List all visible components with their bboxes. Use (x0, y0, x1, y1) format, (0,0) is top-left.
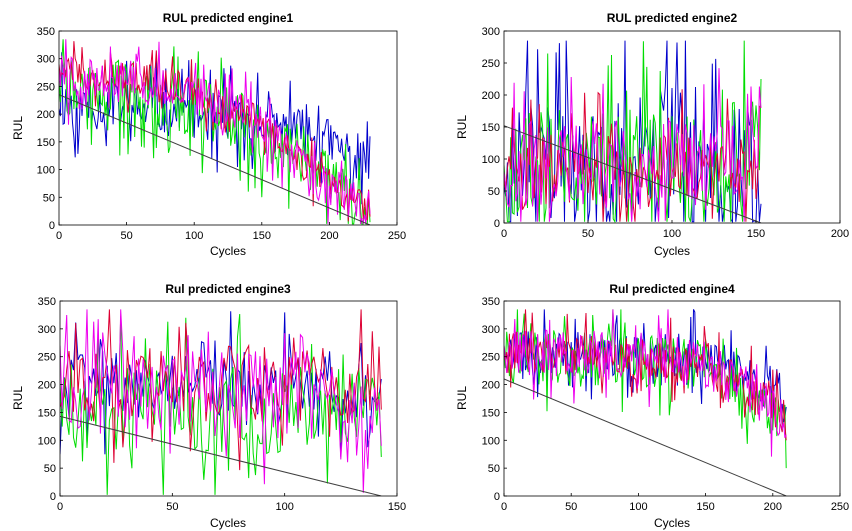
series-line-4 (60, 309, 382, 493)
plot-area (59, 39, 371, 225)
x-tick-label: 50 (166, 501, 178, 513)
y-tick-label: 100 (482, 154, 500, 166)
y-tick-label: 0 (494, 218, 500, 230)
x-axis-label: Cycles (210, 516, 246, 530)
y-tick-label: 100 (482, 435, 500, 447)
y-tick-label: 50 (488, 186, 500, 198)
y-tick-label: 250 (482, 58, 500, 70)
y-tick-label: 350 (37, 26, 55, 38)
y-tick-label: 100 (38, 435, 56, 447)
y-tick-label: 150 (482, 122, 500, 134)
y-tick-label: 300 (482, 26, 500, 38)
x-tick-label: 150 (747, 228, 765, 240)
x-tick-label: 0 (501, 228, 507, 240)
x-tick-label: 200 (764, 501, 782, 513)
x-tick-label: 150 (388, 501, 406, 513)
y-tick-label: 150 (37, 137, 55, 149)
true-rul-line (60, 415, 382, 496)
x-tick-label: 200 (320, 230, 338, 242)
y-tick-label: 100 (37, 165, 55, 177)
y-axis-label: RUL (455, 115, 469, 139)
x-axis-label: Cycles (654, 516, 690, 530)
series-line-3 (60, 309, 382, 471)
plot-area (504, 309, 787, 496)
true-rul-line (504, 125, 762, 223)
subplot-engine1: RUL predicted engine1 Cycles RUL 0 50 100 1… (11, 11, 406, 258)
y-tick-label: 300 (37, 54, 55, 66)
subplot-engine4: Rul predicted engine4 Cycles RUL 0 50 100 1… (455, 282, 849, 530)
x-tick-label: 50 (565, 501, 577, 513)
x-tick-label: 50 (582, 228, 594, 240)
y-tick-label: 300 (38, 324, 56, 336)
y-tick-label: 200 (37, 109, 55, 121)
y-axis-label: RUL (455, 386, 469, 410)
x-tick-label: 100 (663, 228, 681, 240)
y-tick-label: 50 (488, 463, 500, 475)
true-rul-line (59, 94, 371, 225)
y-tick-label: 250 (37, 81, 55, 93)
y-tick-label: 50 (43, 192, 55, 204)
x-axis-label: Cycles (654, 244, 690, 258)
x-tick-label: 150 (696, 501, 714, 513)
y-tick-label: 0 (49, 220, 55, 232)
y-tick-label: 250 (482, 352, 500, 364)
x-tick-label: 100 (275, 501, 293, 513)
series-line-2 (60, 313, 382, 495)
true-rul-line (504, 378, 787, 496)
x-tick-label: 50 (120, 230, 132, 242)
y-tick-label: 250 (38, 352, 56, 364)
series-line-3 (504, 89, 762, 222)
x-axis-label: Cycles (210, 244, 246, 258)
x-tick-label: 0 (501, 501, 507, 513)
x-tick-label: 0 (57, 501, 63, 513)
x-tick-label: 100 (629, 501, 647, 513)
x-tick-label: 100 (185, 230, 203, 242)
axes-frame (503, 300, 841, 497)
subplot-title: Rul predicted engine3 (165, 282, 291, 296)
x-tick-label: 250 (831, 501, 849, 513)
subplot-title: Rul predicted engine4 (609, 282, 735, 296)
y-axis-label: RUL (11, 116, 25, 140)
y-tick-label: 200 (482, 90, 500, 102)
series-line-3 (504, 309, 787, 441)
series-line-2 (59, 39, 371, 225)
x-tick-label: 0 (56, 230, 62, 242)
series-line-4 (59, 39, 371, 225)
y-tick-label: 200 (38, 380, 56, 392)
y-tick-label: 150 (38, 407, 56, 419)
subplot-title: RUL predicted engine2 (607, 11, 738, 25)
axes-frame (58, 30, 398, 226)
y-tick-label: 50 (44, 463, 56, 475)
x-tick-label: 150 (253, 230, 271, 242)
y-tick-label: 300 (482, 324, 500, 336)
series-line-4 (504, 68, 762, 222)
y-tick-label: 0 (50, 491, 56, 503)
x-tick-label: 250 (388, 230, 406, 242)
x-tick-label: 200 (831, 228, 849, 240)
subplot-title: RUL predicted engine1 (163, 11, 294, 25)
y-tick-label: 150 (482, 407, 500, 419)
y-axis-label: RUL (11, 386, 25, 410)
subplot-engine2: RUL predicted engine2 Cycles RUL 0 50 100 1… (455, 11, 849, 258)
plot-area (60, 309, 382, 496)
y-tick-label: 200 (482, 380, 500, 392)
y-tick-label: 0 (494, 491, 500, 503)
y-tick-label: 350 (482, 296, 500, 308)
y-tick-label: 350 (38, 296, 56, 308)
axes-frame (59, 300, 398, 497)
plot-area (504, 40, 762, 223)
subplot-engine3: Rul predicted engine3 Cycles RUL 0 50 100 1… (11, 282, 406, 530)
